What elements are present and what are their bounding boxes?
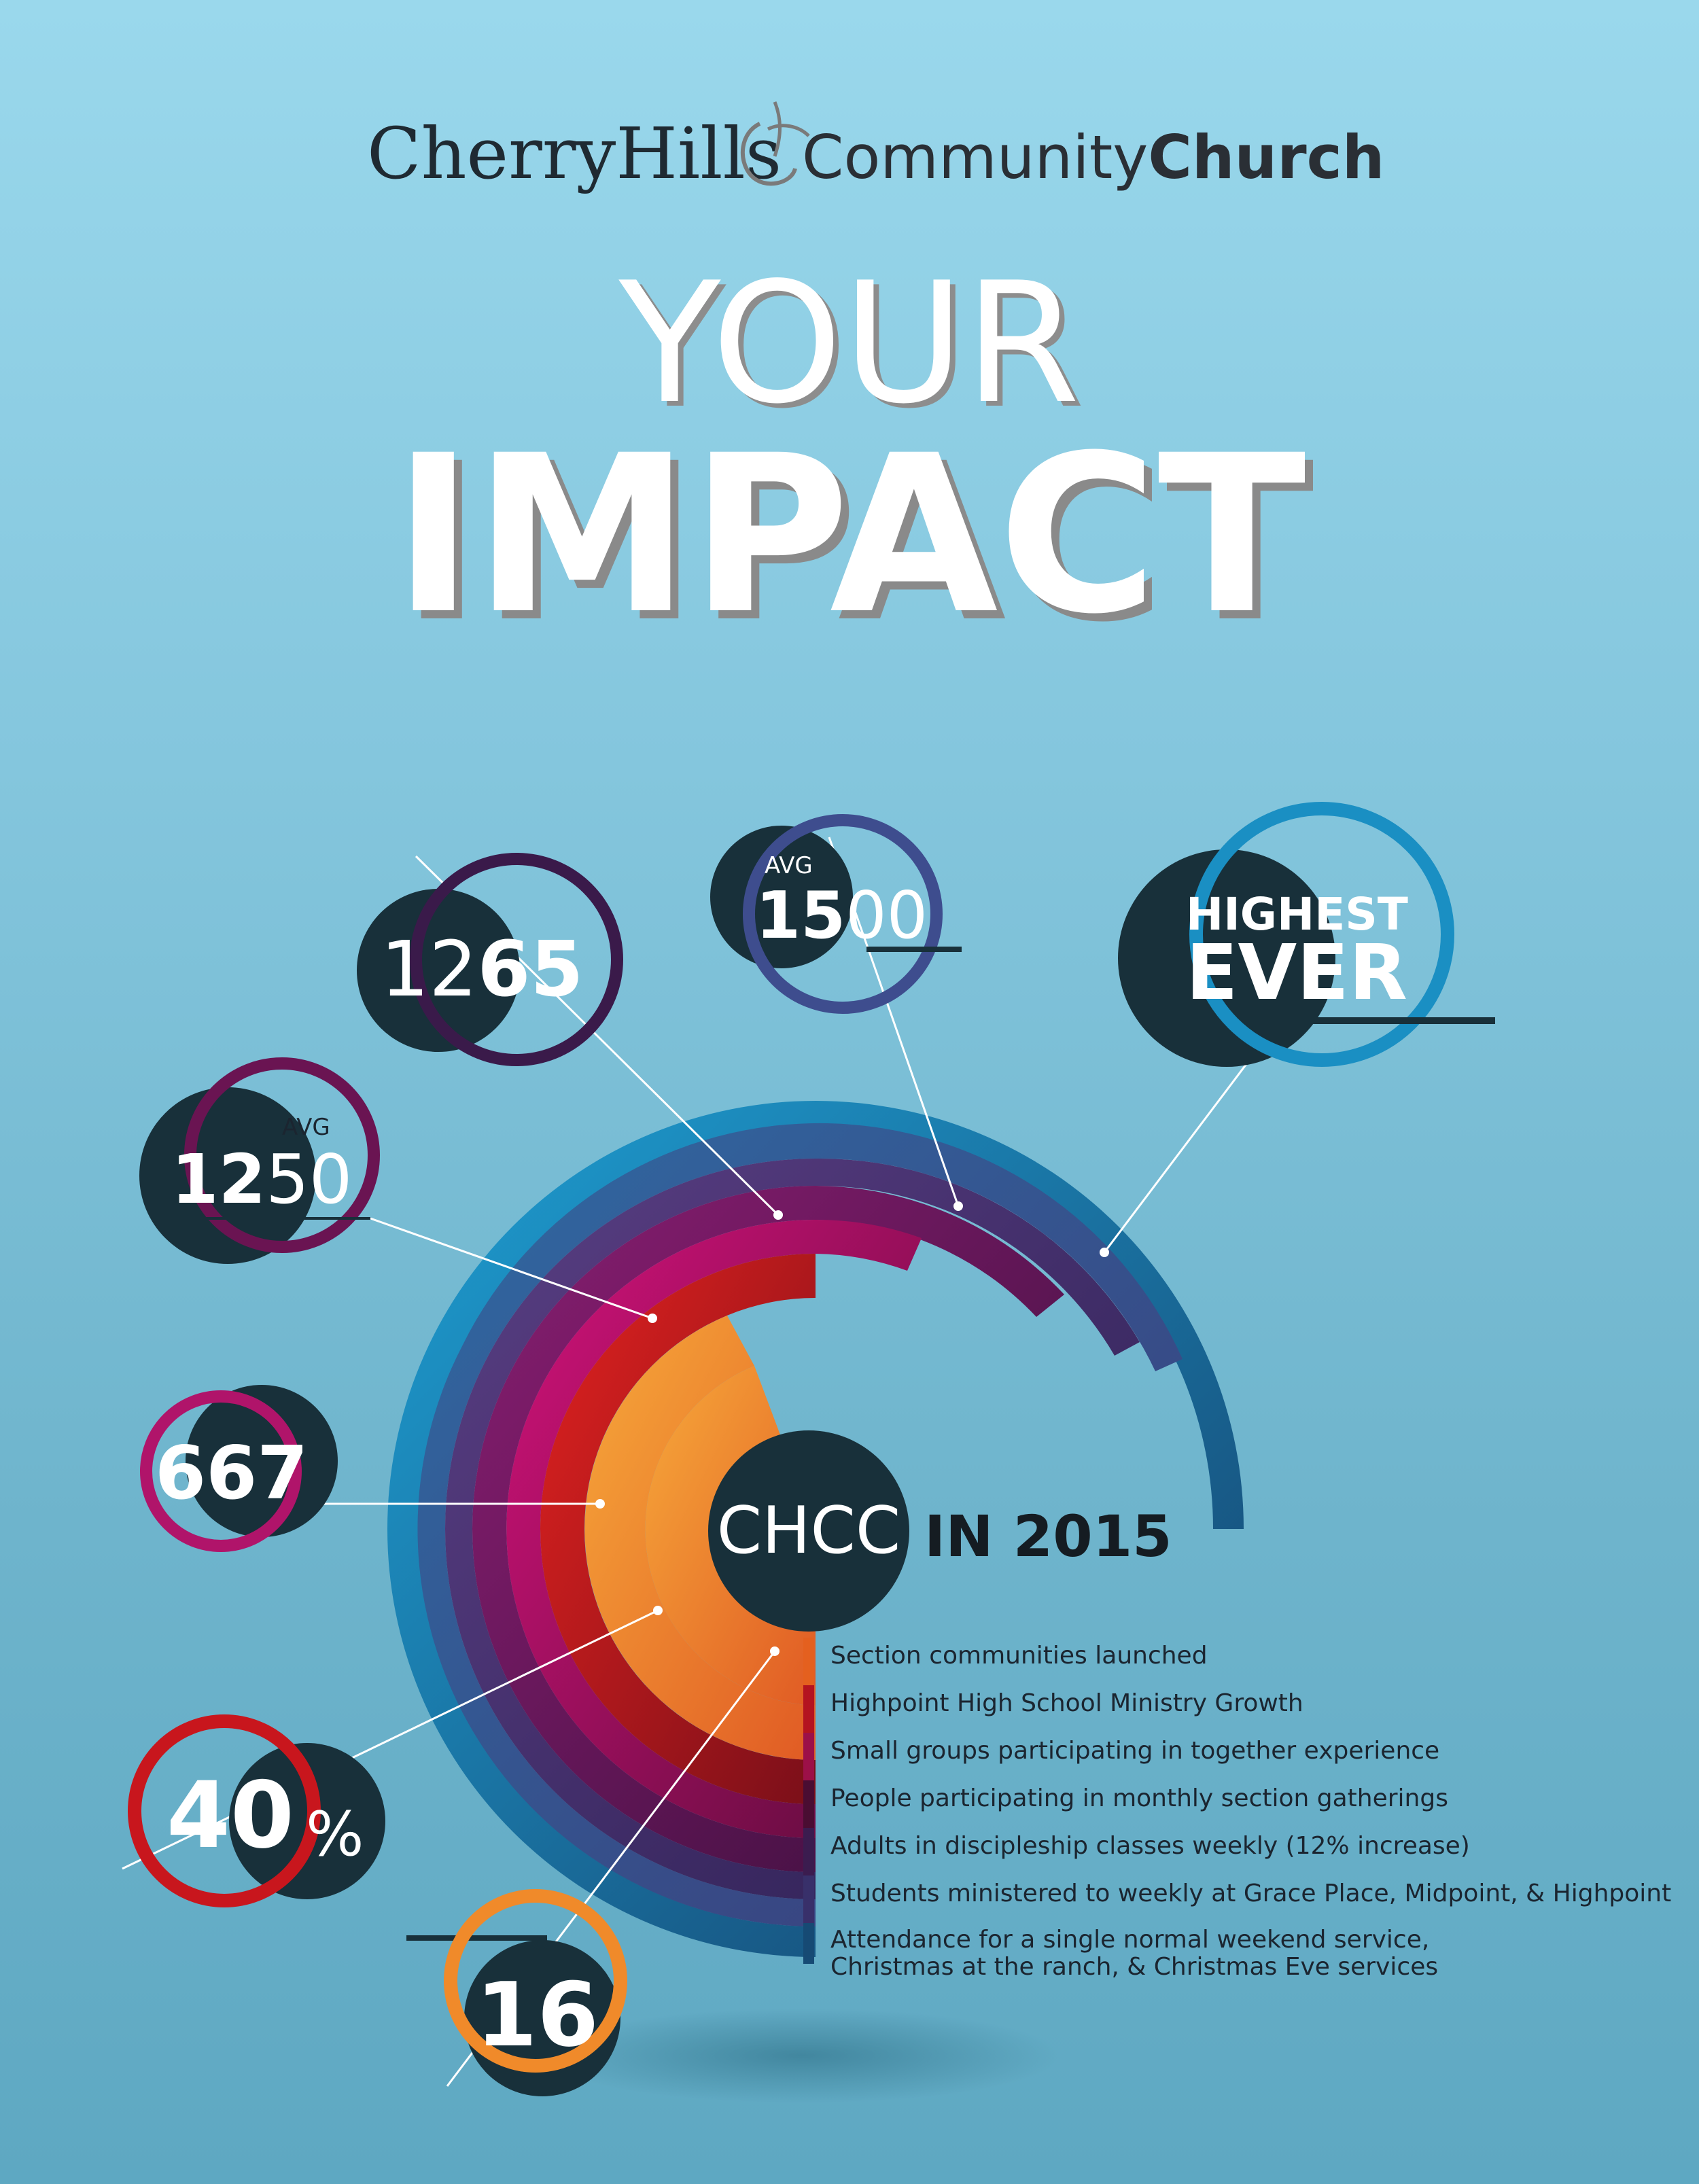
legend-item: Small groups participating in together e… — [830, 1737, 1440, 1765]
stat-40-percent: 40 % — [128, 1714, 385, 1907]
ring-orange — [584, 1316, 816, 1760]
svg-text:1500: 1500 — [756, 879, 928, 953]
stat-1265-bold: 65 — [478, 926, 584, 1014]
legend-item: Adults in discipleship classes weekly (1… — [830, 1832, 1470, 1860]
stat-16: 16 — [406, 1889, 627, 2096]
stat-40-value: 40 — [167, 1762, 294, 1869]
stat-667: 667 — [140, 1385, 338, 1552]
stat-16-value: 16 — [476, 1963, 599, 2066]
stat-highest-ever: HIGHEST EVER — [1118, 802, 1495, 1067]
legend-item: Attendance for a single normal weekend s… — [830, 1926, 1439, 1981]
title-line2-shadow: IMPACT — [401, 417, 1315, 670]
center-badge-label: CHCC — [717, 1494, 900, 1568]
legend-item: Section communities launched — [830, 1642, 1208, 1670]
ground-shadow — [544, 2008, 1060, 2103]
ring-red — [540, 1254, 816, 1804]
connector-dots — [595, 1201, 1109, 1656]
stat-1500-bold: 15 — [756, 879, 845, 953]
stat-1250-light: 50 — [266, 1140, 352, 1219]
center-badge — [708, 1430, 909, 1632]
stat-1250: AVG 1250 — [139, 1057, 380, 1264]
stat-667-value: 667 — [155, 1431, 308, 1516]
stat-40-suffix: % — [306, 1799, 364, 1870]
stat-1500-light: 00 — [845, 879, 928, 953]
legend-item: Highpoint High School Ministry Growth — [830, 1689, 1303, 1717]
title-line2: IMPACT — [393, 409, 1307, 662]
stat-highest-line1: HIGHEST — [1186, 888, 1408, 940]
stat-1500: AVG 1500 — [710, 814, 962, 1014]
logo-part-church: Church — [1148, 122, 1384, 192]
stat-1250-prefix: AVG — [282, 1114, 330, 1141]
svg-text:1265: 1265 — [381, 926, 583, 1014]
legend-item: Students ministered to weekly at Grace P… — [830, 1880, 1672, 1907]
logo-part-community: Community — [802, 122, 1148, 192]
logo-mark-icon — [741, 101, 810, 186]
stat-1500-prefix: AVG — [765, 852, 813, 879]
center-caption: IN 2015 — [924, 1503, 1172, 1570]
svg-text:CommunityChurch: CommunityChurch — [802, 122, 1384, 192]
church-logo: CherryHills CommunityChurch — [367, 101, 1384, 195]
stat-highest-line2: EVER — [1186, 929, 1407, 1017]
title-line1: YOUR — [618, 247, 1081, 440]
title-line1-shadow: YOUR — [624, 251, 1086, 445]
stat-1265-light: 12 — [381, 926, 478, 1014]
stat-1250-bold: 12 — [171, 1140, 266, 1219]
legend-item: People participating in monthly section … — [830, 1784, 1448, 1812]
ring-plum — [472, 1186, 1064, 1872]
legend-color-bar — [803, 1638, 814, 1964]
stat-1265: 1265 — [357, 853, 623, 1066]
svg-text:1250: 1250 — [171, 1140, 352, 1219]
logo-part-cherryhills: CherryHills — [367, 112, 782, 195]
page-title: YOUR YOUR IMPACT IMPACT — [393, 247, 1315, 670]
legend: Section communities launched Highpoint H… — [830, 1641, 1673, 1981]
